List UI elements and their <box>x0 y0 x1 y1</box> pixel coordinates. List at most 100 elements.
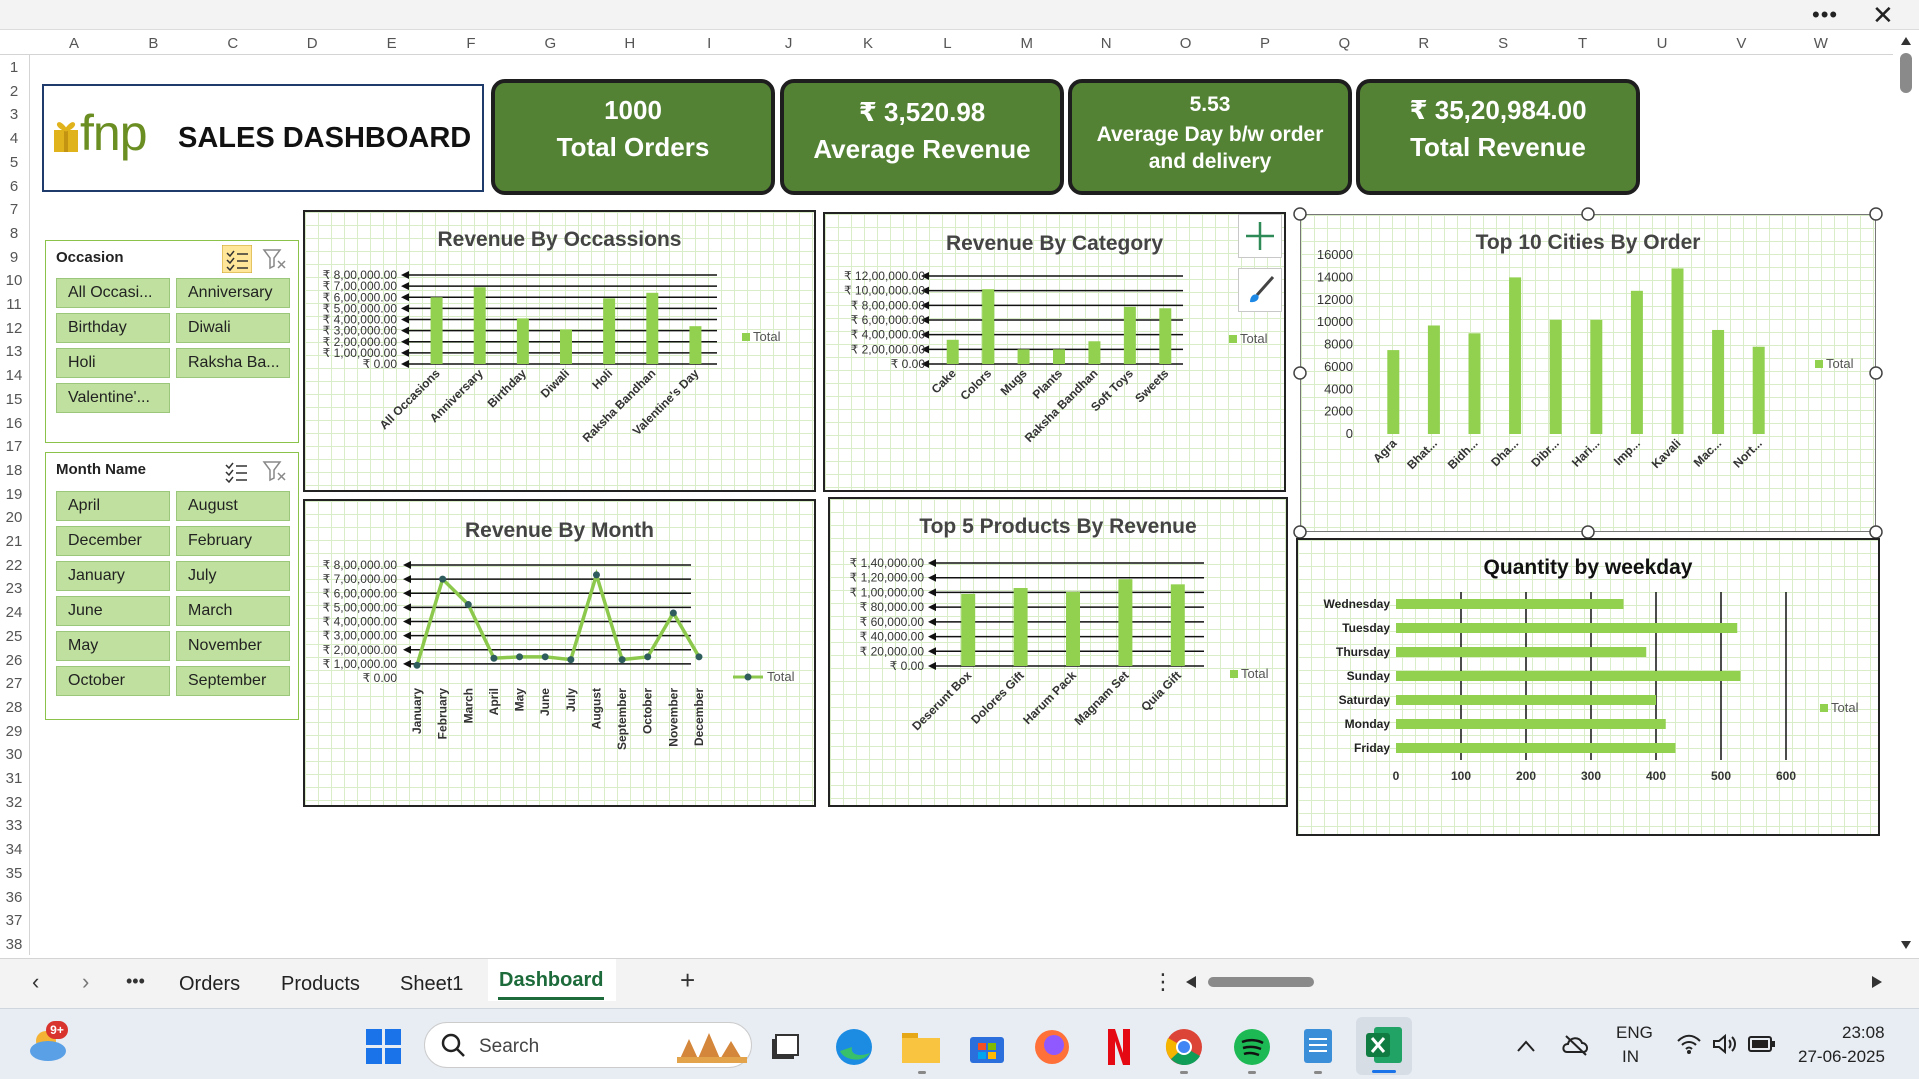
chart-styles-button[interactable] <box>1238 268 1282 312</box>
more-sheets-icon[interactable]: ••• <box>126 971 145 991</box>
edge-icon[interactable] <box>834 1027 874 1067</box>
column-header-cell[interactable]: L <box>943 35 952 52</box>
row-header-cell[interactable]: 1 <box>9 59 19 76</box>
column-header-cell[interactable]: T <box>1578 35 1588 52</box>
clock-date[interactable]: 27-06-2025 <box>1798 1047 1885 1066</box>
row-header-cell[interactable]: 33 <box>5 817 23 835</box>
chart-top-cities-by-order[interactable]: Top 10 Cities By Order 0 2000 4000 6000 8000… <box>1300 214 1876 532</box>
row-header-cell[interactable]: 30 <box>5 746 23 764</box>
row-header-cell[interactable]: 21 <box>5 533 23 550</box>
column-header-cell[interactable]: S <box>1498 35 1509 52</box>
row-header-cell[interactable]: 18 <box>5 461 23 479</box>
row-header-cell[interactable]: 23 <box>5 580 23 598</box>
row-header-cell[interactable]: 4 <box>9 130 19 148</box>
column-header-cell[interactable]: R <box>1418 35 1430 52</box>
row-header-cell[interactable]: 2 <box>9 82 19 100</box>
slicer-item[interactable]: Diwali <box>176 313 290 343</box>
column-header-cell[interactable]: H <box>624 35 636 52</box>
task-view-icon[interactable] <box>770 1033 800 1061</box>
column-header-cell[interactable]: V <box>1736 35 1747 52</box>
column-header-cell[interactable]: P <box>1259 35 1270 52</box>
horizontal-scrollbar[interactable] <box>1184 971 1884 993</box>
row-header-cell[interactable]: 17 <box>5 438 23 456</box>
row-header-cell[interactable]: 3 <box>9 106 19 124</box>
slicer-item[interactable]: February <box>176 526 290 556</box>
slicer-item[interactable]: September <box>176 666 290 696</box>
wifi-icon[interactable] <box>1676 1033 1702 1055</box>
row-header-cell[interactable]: 38 <box>5 935 23 953</box>
ellipsis-icon[interactable]: ••• <box>1812 2 1839 27</box>
volume-icon[interactable] <box>1712 1033 1738 1055</box>
column-header-cell[interactable]: K <box>862 35 873 52</box>
sheet-tab-orders[interactable]: Orders <box>179 973 241 995</box>
clear-filter-icon[interactable] <box>262 247 288 271</box>
sheet-tab-products[interactable]: Products <box>281 973 360 995</box>
store-icon[interactable] <box>968 1029 1006 1065</box>
slicer-item[interactable]: Birthday <box>56 313 170 343</box>
slicer-item[interactable]: Raksha Ba... <box>176 348 290 378</box>
tab-options-icon[interactable]: ⋮ <box>1152 969 1174 994</box>
chart-selection-handles[interactable] <box>1292 206 1884 540</box>
slicer-occasion[interactable]: Occasion All Occasi... Anniversary Birthda… <box>45 240 299 443</box>
language-line2[interactable]: IN <box>1622 1047 1639 1066</box>
row-header-cell[interactable]: 7 <box>9 201 19 219</box>
row-header-cell[interactable]: 37 <box>5 912 23 930</box>
windows-start-icon[interactable] <box>366 1029 402 1065</box>
spotify-icon[interactable] <box>1232 1027 1272 1067</box>
row-header-cell[interactable]: 8 <box>9 224 19 242</box>
chart-top-products-by-revenue[interactable]: Top 5 Products By Revenue ₹ 0.00 ₹ 20,000… <box>828 497 1288 807</box>
row-header-cell[interactable]: 28 <box>5 698 23 716</box>
slicer-month[interactable]: Month Name April August December February Ja… <box>45 452 299 720</box>
column-header-cell[interactable]: U <box>1656 35 1668 52</box>
netflix-icon[interactable] <box>1104 1027 1134 1067</box>
sheet-tab-sheet1[interactable]: Sheet1 <box>400 973 464 995</box>
row-header-cell[interactable]: 25 <box>5 627 23 645</box>
column-header-cell[interactable]: A <box>68 35 79 52</box>
slicer-item[interactable]: June <box>56 596 170 626</box>
column-header-cell[interactable]: B <box>148 35 159 52</box>
row-header-cell[interactable]: 5 <box>9 153 19 171</box>
add-sheet-icon[interactable]: + <box>680 965 696 995</box>
chart-elements-button[interactable] <box>1238 214 1282 258</box>
onedrive-offline-icon[interactable] <box>1562 1033 1590 1057</box>
row-header-cell[interactable]: 20 <box>5 509 23 527</box>
column-header-cell[interactable]: Q <box>1338 35 1351 52</box>
row-header-cell[interactable]: 12 <box>5 319 23 337</box>
taskbar-search[interactable]: Search <box>424 1022 752 1068</box>
notepad-icon[interactable] <box>1300 1025 1336 1067</box>
scroll-thumb[interactable] <box>1900 53 1912 93</box>
file-explorer-icon[interactable] <box>900 1029 942 1065</box>
row-header-cell[interactable]: 19 <box>5 485 23 503</box>
column-header-cell[interactable]: N <box>1100 35 1112 52</box>
slicer-item[interactable]: All Occasi... <box>56 278 170 308</box>
scroll-up-icon[interactable] <box>1901 37 1911 45</box>
slicer-item[interactable]: August <box>176 491 290 521</box>
row-header-cell[interactable]: 13 <box>5 343 23 361</box>
row-header-cell[interactable]: 15 <box>5 390 23 408</box>
scroll-down-icon[interactable] <box>1901 941 1911 949</box>
slicer-item[interactable]: Valentine'... <box>56 383 170 413</box>
chart-revenue-by-month[interactable]: Revenue By Month ₹ 0.00 ₹ 1,00,000.00 ₹ 2,… <box>303 499 816 807</box>
slicer-item[interactable]: October <box>56 666 170 696</box>
vertical-scrollbar[interactable] <box>1893 31 1919 956</box>
close-icon[interactable]: ✕ <box>1872 0 1894 30</box>
battery-icon[interactable] <box>1748 1035 1776 1053</box>
chart-revenue-by-category[interactable]: Revenue By Category ₹ 0.00 ₹ 2,00,000.00 ₹… <box>823 212 1286 492</box>
scroll-right-icon[interactable] <box>1872 976 1882 988</box>
firefox-icon[interactable] <box>1032 1027 1072 1067</box>
chart-revenue-by-occasion[interactable]: Revenue By Occassions ₹ 0.00 ₹ 1,00,000.0… <box>303 210 816 492</box>
row-header-cell[interactable]: 36 <box>5 888 23 906</box>
row-header-cell[interactable]: 29 <box>5 722 23 740</box>
slicer-item[interactable]: Anniversary <box>176 278 290 308</box>
row-header-cell[interactable]: 16 <box>5 414 23 432</box>
column-header-cell[interactable]: W <box>1813 35 1828 52</box>
slicer-item[interactable]: January <box>56 561 170 591</box>
slicer-item[interactable]: March <box>176 596 290 626</box>
row-header-cell[interactable]: 34 <box>5 841 23 859</box>
hscroll-thumb[interactable] <box>1208 977 1314 987</box>
row-header-cell[interactable]: 26 <box>5 651 23 669</box>
slicer-item[interactable]: Holi <box>56 348 170 378</box>
row-header-cell[interactable]: 24 <box>5 604 23 622</box>
row-header-cell[interactable]: 10 <box>5 272 23 290</box>
column-header-cell[interactable]: E <box>386 35 397 52</box>
